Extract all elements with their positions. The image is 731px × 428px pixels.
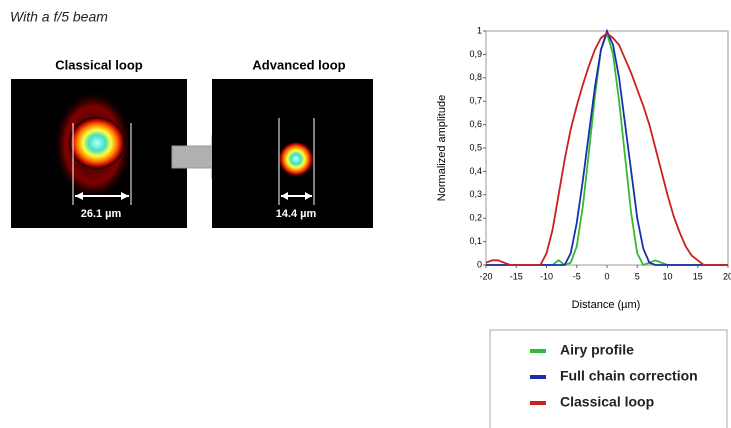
y-tick-label: 1 xyxy=(477,25,482,35)
spot-image: 26.1 µm xyxy=(11,79,187,228)
series-line xyxy=(486,30,728,267)
y-tick-label: 0,7 xyxy=(469,96,482,106)
measure: 26.1 µm xyxy=(81,208,122,220)
x-tick-label: 0 xyxy=(604,271,609,281)
image-label: Advanced loop xyxy=(252,57,345,72)
spot-image: 14.4 µm xyxy=(212,79,373,228)
y-axis-label: Normalized amplitude xyxy=(436,95,448,201)
y-tick-label: 0 xyxy=(477,259,482,269)
legend-label: Airy profile xyxy=(560,342,634,358)
plot-frame xyxy=(485,30,729,266)
y-tick-label: 0,9 xyxy=(469,49,482,59)
y-tick-label: 0,2 xyxy=(469,213,482,223)
y-tick-label: 0,4 xyxy=(469,166,482,176)
caption: With a f/5 beam xyxy=(10,9,108,25)
image-label: Classical loop xyxy=(55,57,142,72)
chart: Normalized amplitude Distance (µm) 0 0,1 0… xyxy=(436,25,731,311)
legend-label: Full chain correction xyxy=(560,368,698,384)
legend: Airy profile Full chain correction Classic… xyxy=(489,329,728,428)
measure: 14.4 µm xyxy=(276,208,317,220)
y-tick-label: 0,1 xyxy=(469,236,482,246)
x-tick-label: -5 xyxy=(573,271,581,281)
x-tick-label: -20 xyxy=(479,271,492,281)
y-tick-label: 0,6 xyxy=(469,119,482,129)
y-tick-label: 0,5 xyxy=(469,142,482,152)
x-axis-label: Distance (µm) xyxy=(572,299,641,311)
x-tick-label: 10 xyxy=(662,271,672,281)
x-tick-label: 5 xyxy=(635,271,640,281)
x-tick-label: 20 xyxy=(723,271,731,281)
series-line xyxy=(486,28,728,266)
x-tick-label: -10 xyxy=(540,271,553,281)
y-tick-label: 0,8 xyxy=(469,72,482,82)
x-tick-label: -15 xyxy=(510,271,523,281)
legend-box xyxy=(489,329,728,428)
x-tick-label: 15 xyxy=(693,271,703,281)
series-line xyxy=(485,32,728,266)
y-tick-label: 0,3 xyxy=(469,189,482,199)
legend-label: Classical loop xyxy=(560,394,654,410)
